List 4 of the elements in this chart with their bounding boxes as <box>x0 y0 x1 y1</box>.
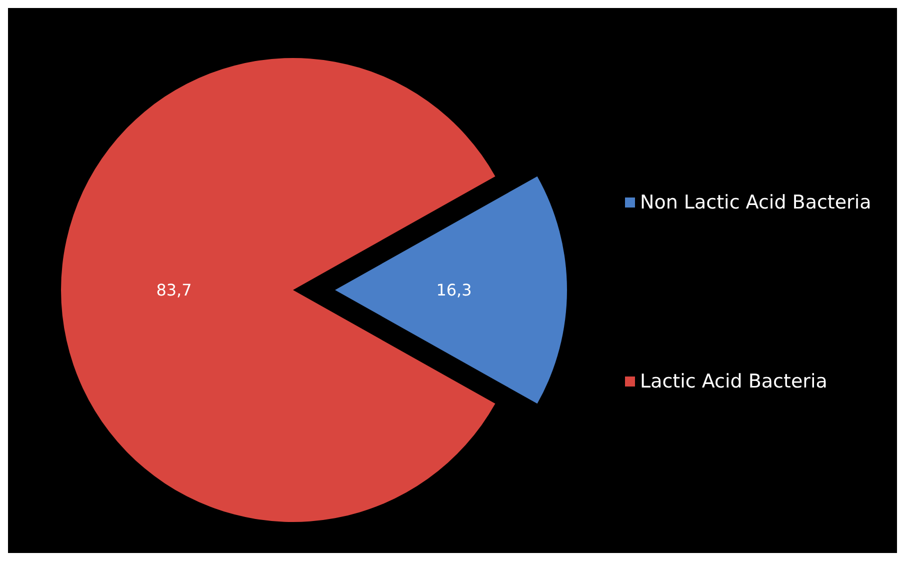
data-label: 16,3 <box>436 280 472 300</box>
legend-label: Lactic Acid Bacteria <box>640 370 828 392</box>
legend-label: Non Lactic Acid Bacteria <box>640 192 872 214</box>
data-label: 83,7 <box>156 280 192 300</box>
